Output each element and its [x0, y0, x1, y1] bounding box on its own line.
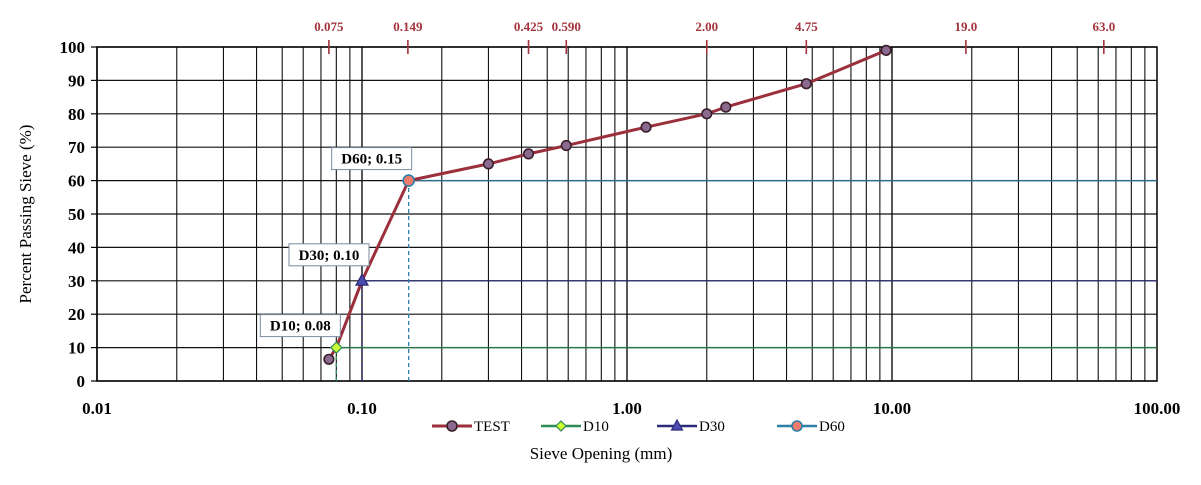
y-tick-label: 90	[68, 71, 85, 90]
legend-label-d60: D60	[819, 419, 845, 435]
series-point-test	[720, 101, 732, 113]
series-group	[323, 44, 892, 365]
sieve-size-axis: 0.075 0.149 0.425 0.590 2.00 4.75 19.0 63.0	[314, 19, 1115, 54]
legend: TEST D10 D30 D60	[432, 418, 845, 435]
y-axis-label: Percent Passing Sieve (%)	[16, 125, 35, 304]
legend-marker-d10	[555, 420, 567, 432]
y-tick-label: 80	[68, 105, 85, 124]
y-tick-label: 0	[77, 372, 86, 391]
series-point-test	[560, 139, 572, 152]
callout-box	[331, 147, 413, 171]
legend-label-d30: D30	[699, 419, 725, 435]
series-point-test	[482, 158, 495, 170]
legend-label-test: TEST	[474, 419, 510, 435]
series-point-test	[800, 78, 812, 90]
y-tick-labels: 0 10 20 30 40 50 60 70 80 90 100	[60, 38, 97, 391]
x-tick-label: 0.10	[347, 399, 377, 418]
reference-lines	[335, 179, 1157, 381]
sieve-size-label: 19.0	[954, 19, 977, 34]
y-tick-label: 60	[68, 172, 85, 191]
y-tick-label: 100	[60, 38, 86, 57]
y-tick-label: 30	[68, 272, 85, 291]
series-point-test	[323, 353, 335, 365]
callout-box	[259, 314, 341, 338]
x-tick-labels: 0.01 0.10 1.00 10.00 100.00	[82, 399, 1180, 418]
x-axis-label: Sieve Opening (mm)	[530, 444, 673, 463]
sieve-size-label: 0.075	[314, 19, 344, 34]
series-point-test	[522, 148, 535, 160]
x-tick-label: 100.00	[1134, 399, 1181, 418]
series-line-test	[327, 48, 887, 361]
series-point-test	[880, 44, 892, 56]
legend-label-d10: D10	[583, 419, 609, 435]
callout-label: D10; 0.08	[270, 319, 331, 335]
sieve-size-label: 0.425	[514, 19, 544, 34]
callout-box	[288, 243, 370, 267]
y-tick-label: 10	[68, 339, 85, 358]
sieve-size-label: 4.75	[795, 19, 818, 34]
legend-marker-test	[446, 420, 458, 432]
y-tick-label: 70	[68, 138, 85, 157]
sieve-size-label: 0.590	[552, 19, 581, 34]
legend-marker-d60	[791, 420, 803, 432]
sieve-size-label: 63.0	[1092, 19, 1115, 34]
callout-label: D30; 0.10	[299, 248, 360, 264]
x-tick-label: 0.01	[82, 399, 112, 418]
y-tick-label: 40	[68, 238, 85, 257]
y-tick-label: 50	[68, 205, 85, 224]
sieve-size-label: 0.149	[393, 19, 423, 34]
series-point-d30	[354, 273, 370, 286]
x-tick-label: 1.00	[612, 399, 642, 418]
y-tick-label: 20	[68, 305, 85, 324]
series-point-test	[640, 121, 652, 133]
callout-label: D60; 0.15	[341, 152, 402, 168]
grid-lines	[96, 46, 1157, 382]
callouts: D10; 0.08 D30; 0.10 D60; 0.15	[259, 147, 413, 338]
series-point-test	[701, 108, 713, 120]
legend-marker-d30	[670, 418, 684, 431]
x-tick-label: 10.00	[873, 399, 911, 418]
sieve-size-label: 2.00	[695, 19, 718, 34]
series-point-d10	[329, 341, 343, 354]
series-point-d60	[402, 174, 415, 187]
